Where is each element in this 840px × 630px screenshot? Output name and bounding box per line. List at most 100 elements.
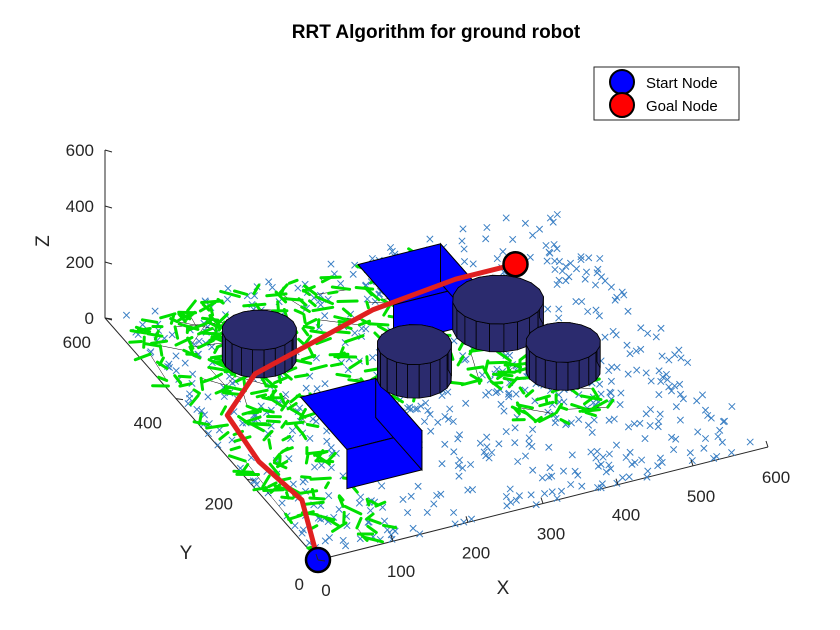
sample-point [311, 463, 319, 471]
sample-point [424, 406, 432, 415]
tree-branch [591, 387, 600, 399]
x-tick-mark [690, 459, 694, 466]
tree-branch [146, 332, 164, 338]
tree-branch [268, 462, 281, 477]
sample-point [420, 417, 429, 426]
tree-branch [303, 284, 318, 296]
sample-point [529, 466, 537, 474]
sample-point [502, 214, 510, 222]
sample-point [312, 417, 320, 425]
sample-point [476, 439, 484, 447]
sample-point [483, 433, 491, 441]
sample-point [544, 305, 552, 313]
obstacle-box [299, 376, 423, 490]
tree-branch [186, 299, 197, 313]
tree-branch [535, 394, 551, 402]
sample-point [624, 307, 632, 315]
sample-point [670, 446, 678, 454]
tree-branch [303, 334, 313, 346]
tree-branch [360, 318, 372, 326]
sample-point [497, 400, 505, 408]
tree-branch [265, 419, 281, 424]
cylinder-panel [225, 337, 233, 373]
sample-point [467, 515, 476, 523]
cylinder-panel [429, 358, 441, 397]
sample-point [698, 391, 707, 399]
sample-point [532, 501, 540, 509]
sample-point [426, 235, 434, 243]
tree-branch [311, 305, 335, 313]
sample-point [622, 453, 630, 462]
tree-branch [584, 411, 597, 418]
sample-point [597, 460, 605, 468]
y-tick-mark [317, 559, 326, 562]
path-line [224, 261, 518, 563]
tree-branch [234, 374, 249, 383]
goal-node [502, 250, 529, 278]
cylinder-top [525, 322, 601, 363]
sample-point [562, 277, 570, 285]
z-tick-label: 0 [85, 309, 94, 328]
tree-branch [341, 307, 353, 317]
sample-point [594, 265, 602, 273]
sample-point [459, 464, 467, 472]
sample-point [652, 333, 660, 341]
sample-point [357, 493, 365, 501]
sample-point [546, 214, 554, 222]
tree-branch [216, 313, 229, 325]
z-tick-mark [104, 149, 113, 153]
sample-point [480, 448, 488, 456]
sample-point [172, 367, 180, 375]
tree-branch [337, 494, 345, 502]
sample-point [549, 218, 557, 226]
legend: Start Node Goal Node [593, 66, 740, 121]
sample-point [624, 370, 632, 378]
tree-branch [579, 394, 603, 402]
x-tick-label: 300 [537, 525, 565, 544]
tree-branch [288, 278, 299, 285]
sample-point [574, 471, 582, 479]
x-axis-label: X [497, 578, 510, 599]
sample-point [605, 461, 613, 469]
sample-point [223, 295, 232, 303]
sample-point [555, 314, 563, 322]
tree-branch [276, 460, 289, 469]
tree-branch [355, 516, 363, 530]
tree-branch [300, 475, 312, 479]
sample-point [693, 397, 701, 405]
tree-branch [306, 423, 320, 428]
tree-branch [367, 322, 390, 327]
cylinder-panel [418, 362, 431, 399]
sample-point [655, 367, 663, 375]
sample-point [610, 415, 618, 423]
sample-point [626, 448, 634, 456]
sample-point [543, 257, 551, 265]
final-path [224, 261, 518, 563]
sample-point [612, 441, 621, 449]
sample-point [527, 491, 535, 499]
tree-branch [314, 295, 334, 306]
sample-point [407, 492, 415, 500]
cylinder-panel [555, 361, 569, 391]
sample-point [656, 454, 664, 462]
sample-point [616, 401, 624, 409]
sample-point [545, 473, 553, 481]
sample-point [309, 415, 317, 423]
x-tick-label: 600 [762, 468, 790, 487]
x-tick-mark [315, 553, 319, 561]
sample-point [686, 449, 694, 457]
sample-point [714, 432, 722, 441]
sample-point [507, 498, 515, 506]
tree-branch [158, 356, 165, 367]
sample-point [584, 307, 592, 316]
tree-branch [177, 374, 192, 379]
cylinder-panel [503, 321, 518, 353]
x-tick-mark [765, 440, 769, 448]
tree-branch [173, 325, 180, 340]
sample-point [642, 369, 650, 377]
sample-point [413, 405, 421, 413]
y-tick-label: 0 [295, 575, 304, 594]
sample-point [317, 301, 325, 309]
cylinder-panel [464, 315, 477, 350]
sample-point [521, 452, 530, 460]
